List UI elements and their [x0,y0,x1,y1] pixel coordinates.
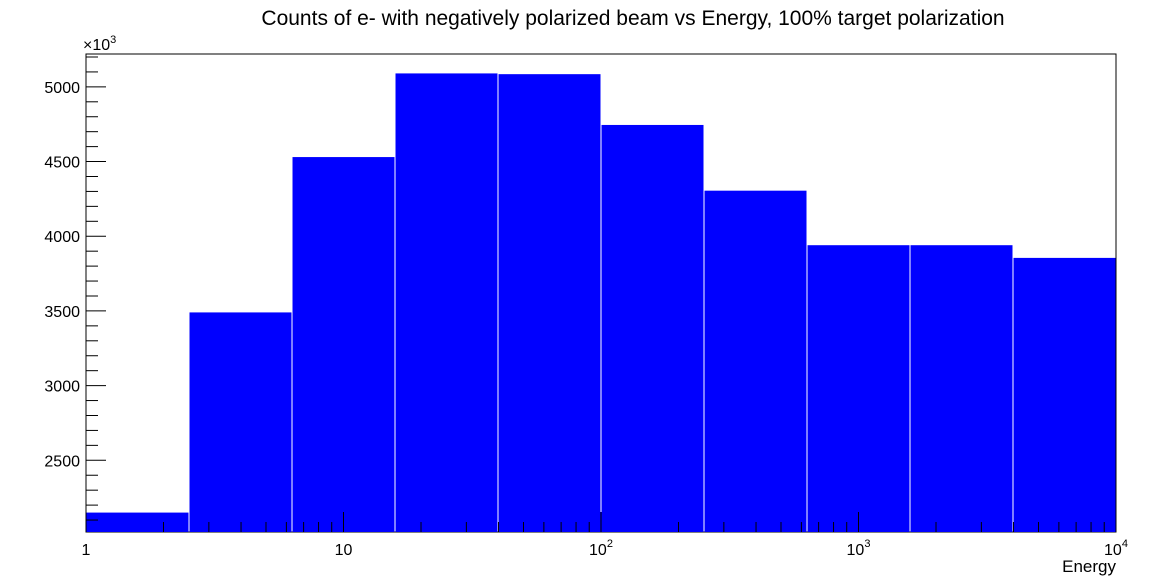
histogram-bar [807,245,910,532]
y-tick-label: 3000 [44,379,80,396]
y-axis-multiplier: ×103 [83,34,116,54]
histogram-bar [86,512,189,532]
histogram-bar [910,245,1013,532]
x-tick-label: 104 [1104,538,1128,559]
histogram-bar [189,312,292,532]
histogram-bar [498,74,601,533]
x-tick-label: 103 [847,538,871,559]
y-axis-multiplier-base: ×10 [83,37,110,54]
x-axis: 1 10 102 103 104 [82,512,1128,559]
histogram-bar [601,124,704,532]
bars-group [86,73,1116,533]
histogram-bar [395,73,498,532]
y-tick-label: 5000 [44,80,80,97]
x-tick-label: 10 [335,542,353,559]
histogram-bar [1013,257,1116,532]
histogram-bar [704,190,807,532]
x-tick-label: 1 [82,542,91,559]
x-axis-label: Energy [1062,557,1116,576]
y-tick-label: 3500 [44,304,80,321]
y-tick-label: 2500 [44,453,80,470]
chart-title: Counts of e- with negatively polarized b… [261,7,1004,30]
x-tick-label: 102 [589,538,613,559]
histogram-bar [292,157,395,532]
y-axis-multiplier-exponent: 3 [110,34,116,46]
y-axis: 2500 3000 3500 4000 4500 5000 [44,54,106,532]
y-tick-label: 4000 [44,229,80,246]
y-tick-label: 4500 [44,155,80,172]
